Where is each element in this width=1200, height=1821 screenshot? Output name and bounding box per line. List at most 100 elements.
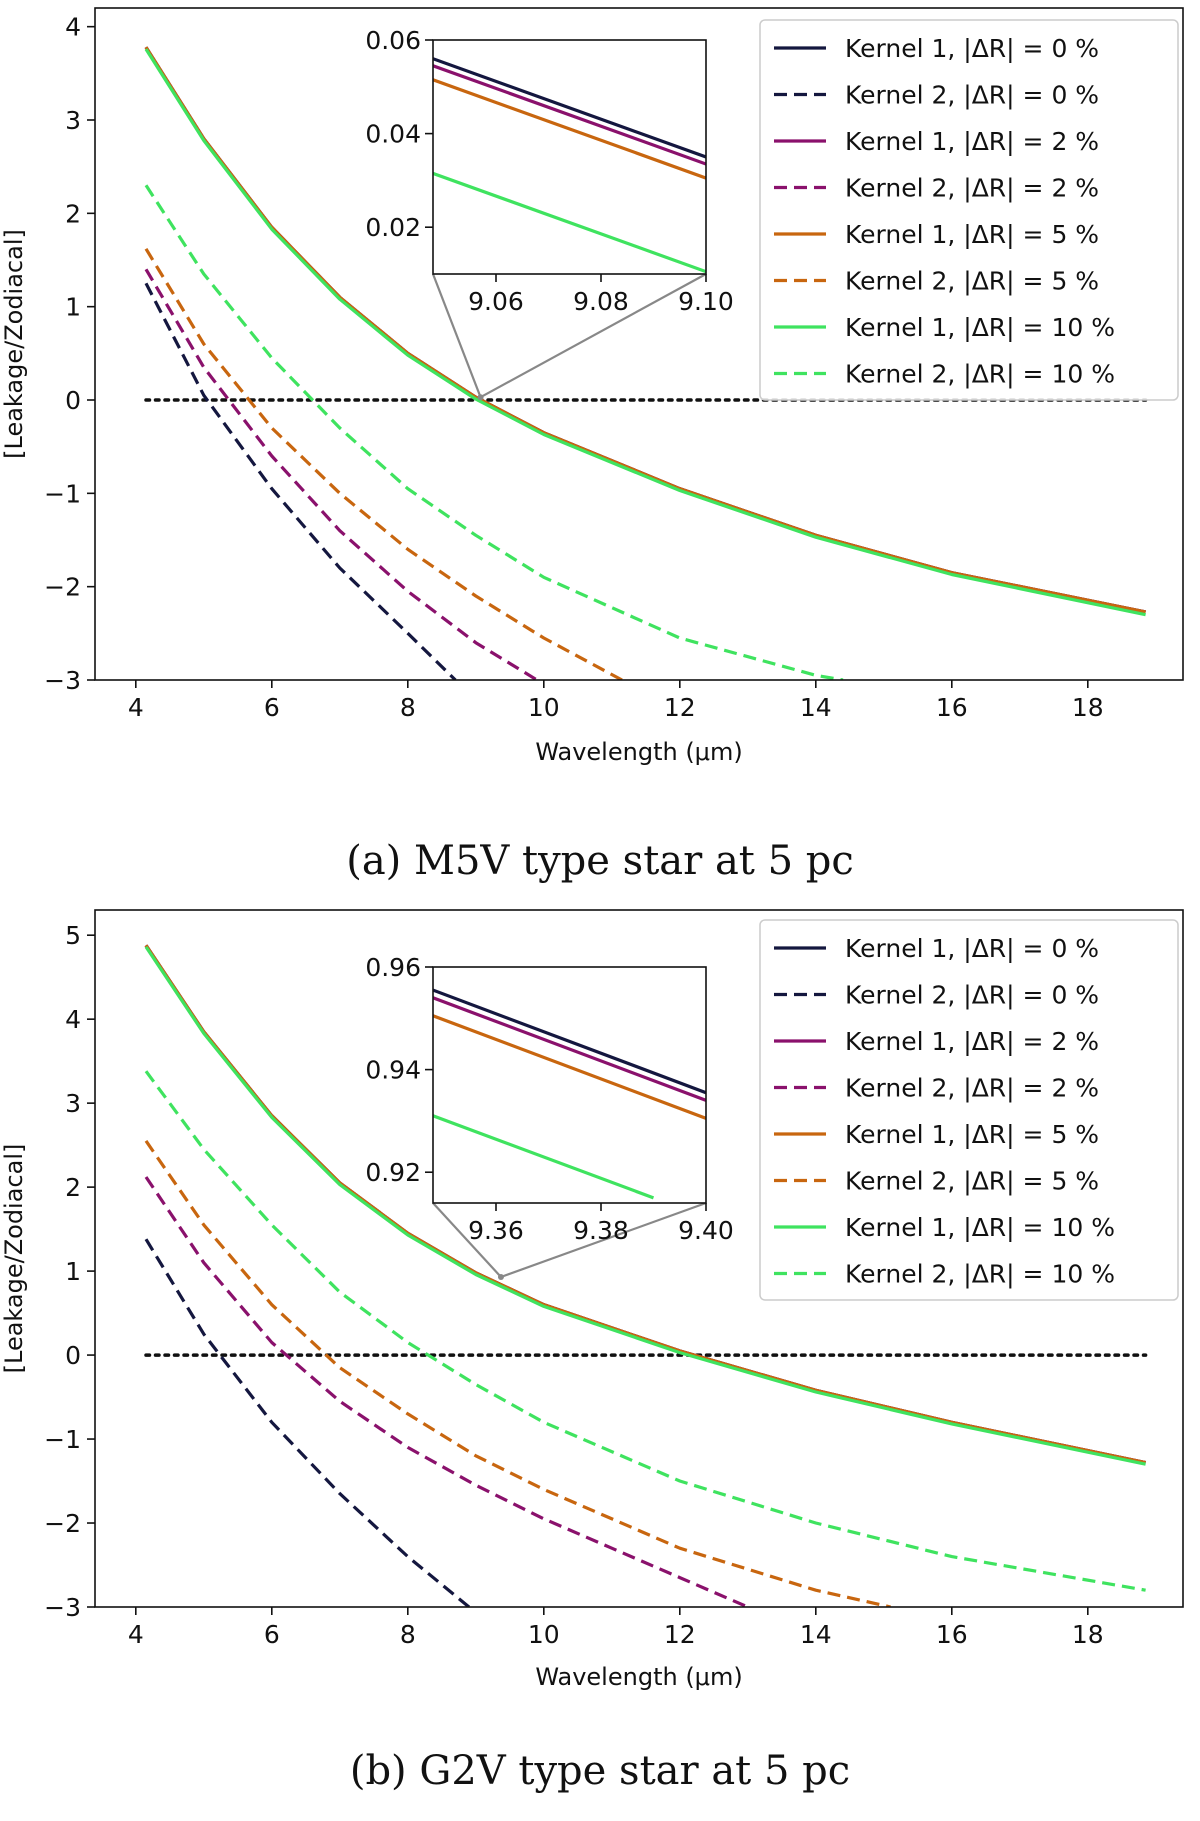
y-tick-label: −3 (44, 666, 81, 695)
y-axis-label: [Leakage/Zodiacal] (0, 1144, 28, 1374)
x-tick-label: 18 (1072, 693, 1104, 722)
x-tick-label: 8 (400, 693, 416, 722)
axes-frame (94, 909, 1184, 1608)
y-tick-label: −3 (44, 1593, 81, 1622)
series-line-6 (144, 1139, 891, 1607)
y-tick-label: −1 (44, 1425, 81, 1454)
legend-label-5: Kernel 1, |ΔR| = 5 % (845, 1120, 1099, 1149)
inset-background (433, 40, 706, 274)
series-group (144, 944, 1146, 1607)
x-tick-label: 16 (936, 1620, 968, 1649)
legend-label-6: Kernel 2, |ΔR| = 5 % (845, 267, 1099, 296)
x-tick-label: 12 (664, 1620, 696, 1649)
inset-y-tick-label: 0.04 (365, 120, 421, 149)
x-axis-label: Wavelength (μm) (535, 738, 742, 766)
y-tick-label: 2 (65, 199, 81, 228)
inset-x-tick-label: 9.08 (573, 287, 629, 316)
legend-box (759, 919, 1179, 1301)
y-tick-label: 3 (65, 1089, 81, 1118)
x-tick-label: 16 (936, 693, 968, 722)
series-line-6 (144, 247, 623, 680)
y-tick-label: 2 (65, 1173, 81, 1202)
x-tick-label: 14 (800, 693, 832, 722)
series-group (144, 46, 1146, 680)
inset-series-group (433, 57, 706, 274)
series-line-2 (144, 1238, 471, 1607)
inset-frame (432, 966, 707, 1204)
inset-y-tick-label: 0.06 (365, 26, 421, 55)
y-tick-label: −1 (44, 479, 81, 508)
y-tick-label: 4 (65, 13, 81, 42)
series-line-7 (144, 946, 1146, 1466)
legend-label-3: Kernel 1, |ΔR| = 2 % (845, 1027, 1099, 1056)
axes-frame (94, 7, 1184, 681)
inset-series-line-2 (433, 996, 706, 1102)
series-line-8 (144, 184, 844, 680)
x-tick-label: 14 (800, 1620, 832, 1649)
caption-a: (a) M5V type star at 5 pc (346, 838, 854, 884)
series-line-8 (144, 1070, 1146, 1592)
inset-series-group (433, 988, 706, 1200)
inset-connector-left (431, 273, 482, 398)
inset-x-tick-label: 9.40 (678, 1216, 734, 1245)
y-axis-label: [Leakage/Zodiacal] (0, 229, 28, 459)
inset-y-tick-label: 0.92 (365, 1158, 421, 1187)
legend-label-1: Kernel 1, |ΔR| = 0 % (845, 34, 1099, 63)
x-axis-label: Wavelength (μm) (535, 1663, 742, 1691)
x-tick-label: 4 (128, 693, 144, 722)
legend-label-2: Kernel 2, |ΔR| = 0 % (845, 81, 1099, 110)
y-tick-label: −2 (44, 1509, 81, 1538)
inset-x-tick-label: 9.06 (468, 287, 524, 316)
legend-label-8: Kernel 2, |ΔR| = 10 % (845, 1260, 1115, 1289)
series-line-4 (144, 1176, 749, 1607)
inset-y-tick-label: 0.96 (365, 953, 421, 982)
inset-x-tick-label: 9.36 (468, 1216, 524, 1245)
series-line-4 (144, 268, 538, 680)
inset-connector-right (500, 1201, 707, 1279)
series-line-2 (144, 282, 457, 680)
y-tick-label: 5 (65, 921, 81, 950)
inset-series-line-1 (433, 988, 706, 1095)
x-tick-label: 12 (664, 693, 696, 722)
legend-label-3: Kernel 1, |ΔR| = 2 % (845, 127, 1099, 156)
inset-zoom-point (497, 1273, 504, 1280)
inset-connector-left (432, 1202, 502, 1278)
legend-label-6: Kernel 2, |ΔR| = 5 % (845, 1167, 1099, 1196)
y-tick-label: 1 (65, 1257, 81, 1286)
inset-series-line-3 (433, 78, 706, 180)
x-tick-label: 4 (128, 1620, 144, 1649)
x-tick-label: 6 (264, 693, 280, 722)
inset-y-tick-label: 0.94 (365, 1056, 421, 1085)
y-tick-label: 3 (65, 106, 81, 135)
legend-label-1: Kernel 1, |ΔR| = 0 % (845, 934, 1099, 963)
legend-label-4: Kernel 2, |ΔR| = 2 % (845, 174, 1099, 203)
y-tick-label: 0 (65, 386, 81, 415)
series-line-7 (144, 48, 1146, 617)
inset-series-line-4 (433, 1114, 655, 1200)
x-tick-label: 18 (1072, 1620, 1104, 1649)
x-tick-label: 10 (528, 693, 560, 722)
y-tick-label: 1 (65, 293, 81, 322)
y-tick-label: 4 (65, 1005, 81, 1034)
legend-label-7: Kernel 1, |ΔR| = 10 % (845, 313, 1115, 342)
inset-x-tick-label: 9.10 (678, 287, 734, 316)
inset-frame (432, 39, 707, 275)
x-tick-label: 6 (264, 1620, 280, 1649)
inset-y-tick-label: 0.02 (365, 213, 421, 242)
inset-series-line-4 (433, 171, 706, 274)
y-tick-label: −2 (44, 573, 81, 602)
caption-b: (b) G2V type star at 5 pc (349, 1748, 851, 1794)
x-tick-label: 8 (400, 1620, 416, 1649)
inset-zoom-point (477, 394, 484, 401)
legend-label-4: Kernel 2, |ΔR| = 2 % (845, 1074, 1099, 1103)
legend-box (759, 19, 1179, 401)
inset-series-line-2 (433, 64, 706, 166)
y-tick-label: 0 (65, 1341, 81, 1370)
inset-x-tick-label: 9.38 (573, 1216, 629, 1245)
inset-connector-right (480, 273, 707, 399)
x-tick-label: 10 (528, 1620, 560, 1649)
legend-label-2: Kernel 2, |ΔR| = 0 % (845, 981, 1099, 1010)
